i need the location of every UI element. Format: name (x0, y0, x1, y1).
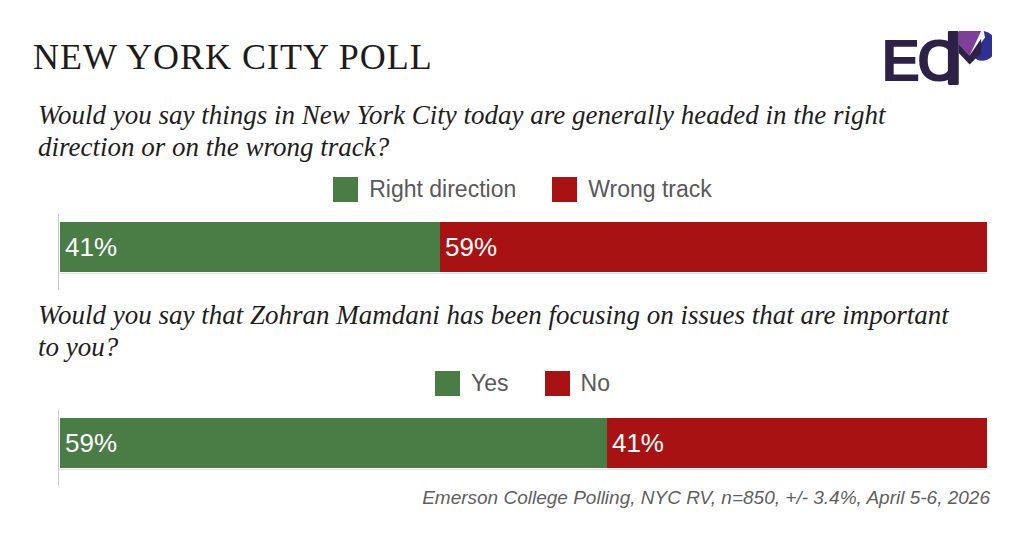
legend-chart-1: Right direction Wrong track (58, 176, 987, 203)
legend-chart-2: Yes No (58, 370, 987, 397)
red-swatch-icon (545, 371, 570, 396)
stacked-bar-chart-1: 41% 59% (60, 222, 987, 272)
question-right-direction: Would you say things in New York City to… (38, 100, 963, 164)
legend-label: Right direction (369, 176, 516, 203)
green-swatch-icon (333, 177, 358, 202)
y-axis-line (58, 410, 59, 486)
question-mamdani-issues: Would you say that Zohran Mamdani has be… (38, 300, 963, 364)
page-title: NEW YORK CITY POLL (33, 36, 433, 78)
legend-item-right-direction: Right direction (333, 176, 516, 203)
legend-item-wrong-track: Wrong track (552, 176, 712, 203)
bar-segment-yes: 59% (60, 418, 607, 468)
bar-value-label: 59% (440, 232, 497, 263)
ecp-logo-p (948, 31, 992, 85)
y-axis-line (58, 214, 59, 290)
bar-value-label: 59% (60, 428, 117, 459)
bar-value-label: 41% (60, 232, 117, 263)
bar-segment-wrong-track: 59% (440, 222, 987, 272)
source-attribution: Emerson College Polling, NYC RV, n=850, … (422, 487, 990, 509)
chart-baseline (59, 273, 987, 274)
legend-item-no: No (545, 370, 610, 397)
red-swatch-icon (552, 177, 577, 202)
ecp-logo: EC (882, 26, 992, 90)
legend-label: Wrong track (588, 176, 712, 203)
legend-label: No (581, 370, 610, 397)
bar-segment-no: 41% (607, 418, 987, 468)
ecp-logo-letters: EC (882, 28, 958, 90)
legend-label: Yes (471, 370, 509, 397)
poll-graphic: NEW YORK CITY POLL EC Would you say thin… (0, 0, 1024, 536)
green-swatch-icon (435, 371, 460, 396)
bar-segment-right-direction: 41% (60, 222, 440, 272)
bar-value-label: 41% (607, 428, 664, 459)
legend-item-yes: Yes (435, 370, 509, 397)
chart-baseline (59, 469, 987, 470)
stacked-bar-chart-2: 59% 41% (60, 418, 987, 468)
